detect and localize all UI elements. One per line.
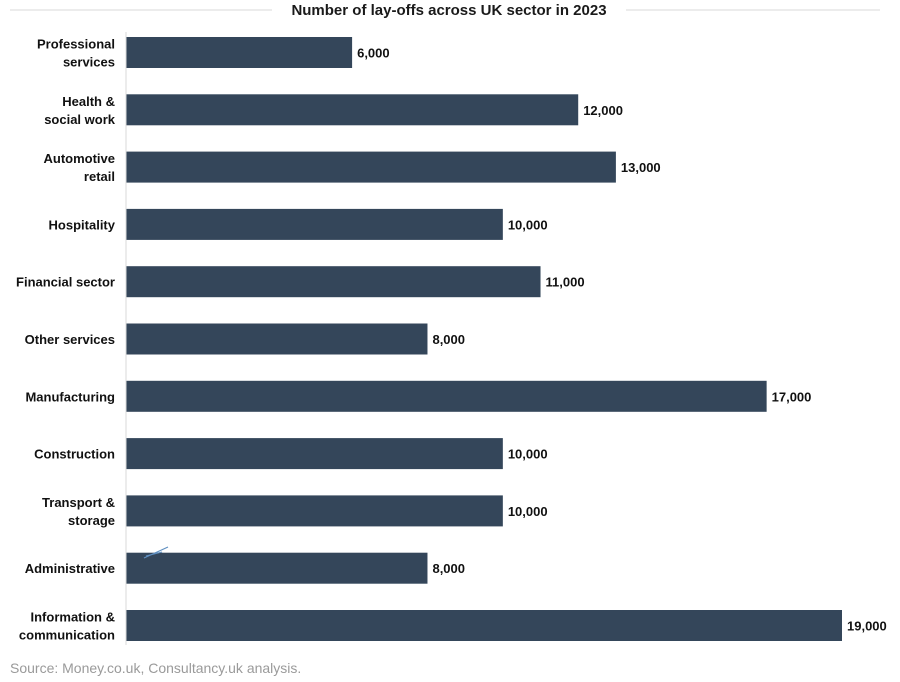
bar bbox=[126, 151, 616, 183]
bar-value-label: 19,000 bbox=[847, 619, 887, 634]
category-label: Administrative bbox=[25, 561, 115, 576]
bar bbox=[126, 208, 503, 240]
bar bbox=[126, 552, 428, 584]
source-note: Source: Money.co.uk, Consultancy.uk anal… bbox=[10, 660, 302, 676]
bar bbox=[126, 266, 541, 298]
bar-value-label: 13,000 bbox=[621, 160, 661, 175]
bar bbox=[126, 94, 579, 126]
category-label: Other services bbox=[25, 332, 115, 347]
bar-value-label: 10,000 bbox=[508, 504, 548, 519]
annotation-stroke-2 bbox=[145, 551, 163, 557]
bar bbox=[126, 438, 503, 470]
bar-value-label: 10,000 bbox=[508, 217, 548, 232]
category-label: Transport & storage bbox=[42, 495, 115, 528]
category-label: Construction bbox=[34, 447, 115, 462]
bar-value-label: 12,000 bbox=[583, 103, 623, 118]
bar bbox=[126, 323, 428, 355]
category-label: Financial sector bbox=[16, 275, 115, 290]
chart-title: Number of lay-offs across UK sector in 2… bbox=[291, 2, 606, 19]
category-label: Health & social work bbox=[44, 94, 116, 127]
bar-value-label: 6,000 bbox=[357, 46, 390, 61]
bar bbox=[126, 610, 842, 641]
category-label: Automotive retail bbox=[44, 151, 116, 184]
bars-group: 6,000 Professional services 12,000 Health & s… bbox=[16, 37, 887, 643]
bar-value-label: 11,000 bbox=[546, 275, 585, 290]
annotation-stroke bbox=[143, 546, 169, 559]
bar-value-label: 8,000 bbox=[432, 332, 465, 347]
category-label: Hospitality bbox=[49, 217, 116, 232]
bar-value-label: 8,000 bbox=[432, 561, 465, 576]
bar bbox=[126, 380, 767, 412]
bar-chart: Number of lay-offs across UK sector in 2… bbox=[10, 2, 887, 645]
category-label: Manufacturing bbox=[25, 389, 115, 404]
bar-value-label: 17,000 bbox=[772, 389, 812, 404]
bar-value-label: 10,000 bbox=[508, 447, 548, 462]
bar bbox=[126, 37, 353, 68]
bar bbox=[126, 495, 503, 527]
category-label: Professional services bbox=[37, 37, 115, 70]
category-label: Information & communication bbox=[19, 610, 115, 643]
